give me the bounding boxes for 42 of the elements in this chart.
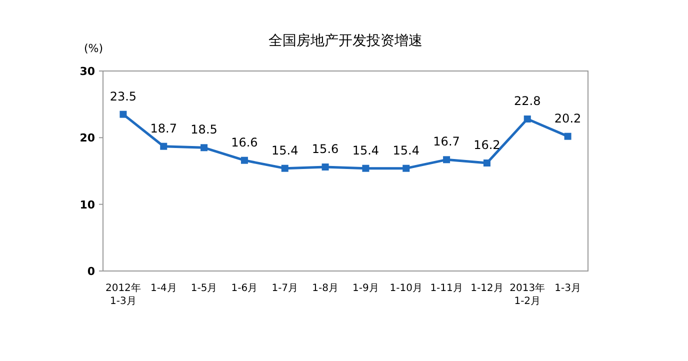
point xyxy=(362,164,370,172)
data-label: 22.8 xyxy=(514,94,541,108)
point xyxy=(564,132,572,140)
point xyxy=(443,156,450,164)
x-tick-label: 1-4月 xyxy=(150,283,177,294)
point xyxy=(402,164,410,172)
point xyxy=(160,142,168,150)
data-label: 15.4 xyxy=(392,143,420,158)
data-label: 18.5 xyxy=(190,122,218,137)
ylabel: (%) xyxy=(84,42,104,55)
x-tick-label: 1-11月 xyxy=(430,283,463,294)
point xyxy=(322,164,329,170)
x-tick-label: 1-9月 xyxy=(352,283,379,294)
y-tick-label: 20 xyxy=(80,132,96,145)
data-label: 18.7 xyxy=(150,121,177,136)
y-tick-label: 10 xyxy=(80,198,96,212)
point xyxy=(524,116,531,122)
point xyxy=(281,164,288,172)
x-tick-label: 2013年 1-2月 xyxy=(510,282,546,307)
x-tick-label: 2012年 1-3月 xyxy=(105,282,141,307)
data-label: 15.6 xyxy=(312,142,339,156)
x-tick-label: 1-6月 xyxy=(231,283,258,294)
data-label: 16.2 xyxy=(474,138,500,152)
y-tick-label: 0 xyxy=(87,265,96,278)
data-label: 16.7 xyxy=(433,134,460,149)
data-label: 15.4 xyxy=(352,143,380,158)
x-tick-label: 1-12月 xyxy=(470,283,504,294)
x-tick-label: 1-5月 xyxy=(190,283,218,294)
x-tick-label: 1-8月 xyxy=(312,283,338,294)
title: 全国房地产开发投资增速 xyxy=(268,33,422,49)
x-tick-label: 1-3月 xyxy=(554,283,581,294)
data-label: 15.4 xyxy=(272,143,298,158)
x-tick-label: 1-10月 xyxy=(390,283,422,294)
data-label: 20.2 xyxy=(554,111,582,126)
point xyxy=(120,110,127,118)
point xyxy=(240,156,248,164)
x-tick-label: 1-7月 xyxy=(272,283,298,294)
point xyxy=(483,160,490,166)
point xyxy=(200,144,208,152)
data-label: 16.6 xyxy=(231,135,258,150)
data-label: 23.5 xyxy=(110,89,137,104)
y-tick-label: 30 xyxy=(80,65,96,78)
